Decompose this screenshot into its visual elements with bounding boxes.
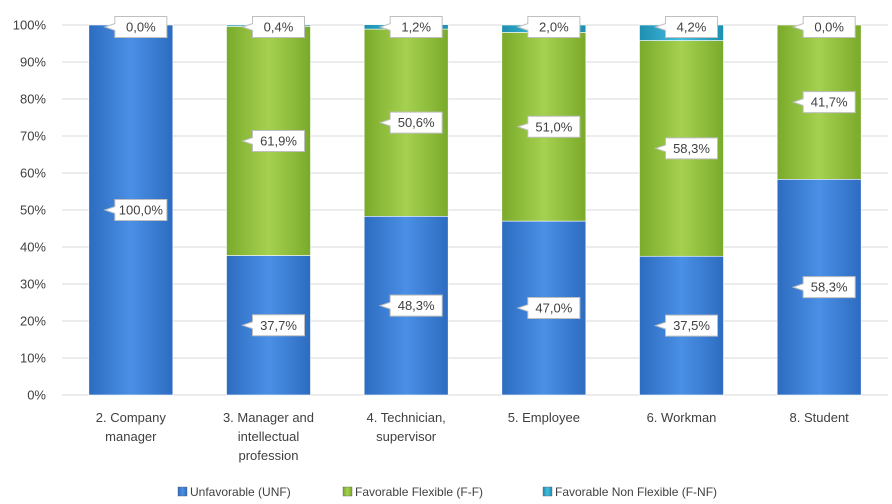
data-label-text: 0,4% xyxy=(264,20,294,35)
x-category-label: 4. Technician, supervisor xyxy=(367,410,446,444)
legend: Unfavorable (UNF) Favorable Flexible (F-F… xyxy=(177,485,717,499)
legend-swatch xyxy=(177,486,188,497)
data-label-text: 100,0% xyxy=(119,203,164,218)
data-label: 58,3% xyxy=(653,137,718,160)
data-label-box xyxy=(378,111,443,134)
data-label-text: 50,6% xyxy=(398,115,435,130)
data-label-text: 58,3% xyxy=(811,280,848,295)
data-label: 58,3% xyxy=(791,276,856,299)
y-tick-label: 20% xyxy=(20,314,46,329)
data-label-text: 2,0% xyxy=(539,20,569,35)
x-category-label: 2. Company manager xyxy=(96,410,167,444)
data-label-box xyxy=(103,16,168,38)
y-tick-label: 10% xyxy=(20,351,46,366)
data-label-text: 48,3% xyxy=(398,298,435,313)
data-label-box xyxy=(653,314,718,337)
data-labels: 100,0% 37,7% 48,3% 47,0% 37,5% 58,3% 61,9% 50,6… xyxy=(103,16,856,337)
data-label-text: 51,0% xyxy=(535,119,572,134)
data-label: 100,0% xyxy=(103,199,168,221)
data-label-box xyxy=(791,91,856,114)
legend-label: Favorable Non Flexible (F-NF) xyxy=(555,485,717,499)
legend-swatch xyxy=(542,486,553,497)
y-tick-label: 70% xyxy=(20,129,46,144)
legend-item: Unfavorable (UNF) xyxy=(177,485,291,499)
data-label-text: 4,2% xyxy=(677,20,707,35)
x-category-label: 3. Manager and intellectual profession xyxy=(223,410,314,463)
data-label: 0,0% xyxy=(791,16,856,38)
data-label: 0,4% xyxy=(240,16,305,38)
data-label: 48,3% xyxy=(378,294,443,317)
data-label-box xyxy=(240,16,305,38)
data-label-box xyxy=(378,16,443,38)
data-label-box xyxy=(240,129,305,152)
data-label-text: 1,2% xyxy=(401,20,431,35)
y-tick-label: 60% xyxy=(20,166,46,181)
data-label-text: 41,7% xyxy=(811,95,848,110)
x-category-label: 6. Workman xyxy=(647,410,717,425)
y-tick-label: 0% xyxy=(27,388,46,403)
data-label: 0,0% xyxy=(103,16,168,38)
data-label-box xyxy=(791,16,856,38)
y-tick-label: 40% xyxy=(20,240,46,255)
y-tick-label: 50% xyxy=(20,203,46,218)
data-label: 50,6% xyxy=(378,111,443,134)
data-label-box xyxy=(378,294,443,317)
data-label-box xyxy=(240,314,305,337)
gridlines xyxy=(62,24,888,396)
data-label-box xyxy=(516,115,581,138)
x-axis-categories: 2. Company manager 3. Manager and intellect… xyxy=(96,410,849,463)
data-label-text: 0,0% xyxy=(126,20,156,35)
data-label-box xyxy=(103,199,168,221)
data-label: 4,2% xyxy=(653,16,718,38)
legend-item: Favorable Non Flexible (F-NF) xyxy=(542,485,717,499)
data-label: 41,7% xyxy=(791,91,856,114)
data-label-box xyxy=(653,137,718,160)
data-label-text: 61,9% xyxy=(260,133,297,148)
data-label: 47,0% xyxy=(516,297,581,320)
legend-swatch xyxy=(342,486,353,497)
data-label-text: 37,7% xyxy=(260,318,297,333)
legend-label: Unfavorable (UNF) xyxy=(190,485,291,499)
data-label: 61,9% xyxy=(240,129,305,152)
y-tick-label: 100% xyxy=(13,18,47,33)
data-label: 1,2% xyxy=(378,16,443,38)
y-tick-label: 90% xyxy=(20,55,46,70)
data-label-box xyxy=(791,276,856,299)
data-label-text: 0,0% xyxy=(814,20,844,35)
data-label-text: 37,5% xyxy=(673,318,710,333)
data-label-box xyxy=(516,297,581,320)
data-label-box xyxy=(653,16,718,38)
data-label-box xyxy=(516,16,581,38)
x-category-label: 5. Employee xyxy=(508,410,580,425)
data-label: 37,5% xyxy=(653,314,718,337)
data-label: 51,0% xyxy=(516,115,581,138)
x-category-label: 8. Student xyxy=(790,410,850,425)
y-tick-label: 30% xyxy=(20,277,46,292)
data-label: 37,7% xyxy=(240,314,305,337)
data-label-text: 58,3% xyxy=(673,141,710,156)
legend-label: Favorable Flexible (F-F) xyxy=(355,485,483,499)
y-axis-ticks: 0% 10% 20% 30% 40% 50% 60% 70% 80% 90% 100% xyxy=(13,18,47,403)
data-label: 2,0% xyxy=(516,16,581,38)
y-tick-label: 80% xyxy=(20,92,46,107)
legend-item: Favorable Flexible (F-F) xyxy=(342,485,483,499)
data-label-text: 47,0% xyxy=(535,301,572,316)
